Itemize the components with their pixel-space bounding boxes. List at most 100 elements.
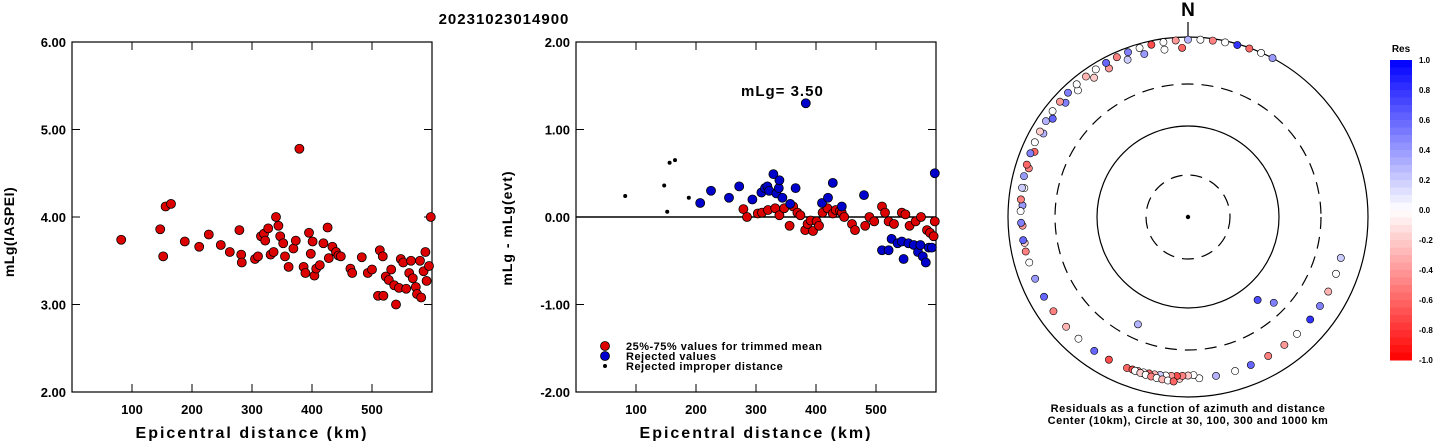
- data-point: [263, 223, 274, 234]
- station-marker: [1178, 43, 1186, 52]
- figure-title: 20231023014900: [439, 11, 570, 28]
- colorbar-cell: [1390, 157, 1412, 166]
- data-point-accepted: [869, 216, 880, 227]
- colorbar-tick-label: -0.6: [1419, 296, 1433, 305]
- data-point-accepted: [814, 220, 824, 231]
- station-marker: [1332, 269, 1340, 278]
- data-point: [415, 255, 425, 266]
- magnitude-annotation: mLg= 3.50: [741, 83, 824, 100]
- circle-100km: [1096, 125, 1280, 309]
- colorbar-cell: [1390, 112, 1412, 121]
- data-point-accepted: [839, 212, 850, 222]
- station-marker: [1074, 334, 1083, 343]
- colorbar-cell: [1390, 300, 1412, 308]
- station-marker: [1064, 88, 1072, 97]
- data-point: [215, 240, 226, 250]
- station-marker: [1135, 44, 1144, 52]
- colorbar-cell: [1390, 60, 1412, 68]
- legend-label-accepted: 25%-75% values for trimmed mean: [626, 341, 822, 353]
- data-point: [300, 268, 311, 278]
- colorbar-cell: [1390, 180, 1412, 188]
- data-point: [391, 299, 401, 310]
- station-markers: [1016, 35, 1345, 386]
- data-point-accepted: [880, 207, 890, 218]
- data-point: [283, 261, 294, 272]
- station-marker: [1017, 195, 1025, 204]
- station-marker: [1324, 287, 1333, 296]
- station-marker: [1246, 361, 1255, 369]
- colorbar-cell: [1390, 82, 1412, 91]
- colorbar-cell: [1390, 187, 1412, 196]
- station-marker: [1336, 254, 1345, 262]
- north-label: N: [1181, 0, 1195, 21]
- data-point-rejected: [747, 194, 758, 205]
- colorbar-tick-label: -0.4: [1419, 266, 1433, 275]
- data-point-rejected: [734, 181, 745, 192]
- colorbar-cell: [1390, 195, 1412, 203]
- y-tick-labels: -2.00 -1.00 0.00 1.00 2.00: [540, 35, 936, 400]
- legend-label-improper: Rejected improper distance: [626, 361, 783, 373]
- station-marker: [1159, 38, 1168, 47]
- station-marker: [1221, 38, 1230, 47]
- data-point-rejected: [768, 169, 779, 180]
- data-point-rejected: [929, 168, 940, 179]
- station-marker: [1102, 59, 1110, 67]
- data-point-rejected: [898, 254, 909, 264]
- colorbar-cell: [1390, 210, 1412, 218]
- y-tick-label: 5.00: [41, 123, 66, 138]
- data-point: [367, 264, 377, 275]
- colorbar-tick-label: 0.4: [1419, 146, 1431, 155]
- y-tick-label: 3.00: [41, 298, 66, 313]
- colorbar-cell: [1390, 127, 1412, 136]
- station-marker: [1231, 367, 1239, 375]
- colorbar-cell: [1390, 217, 1412, 226]
- data-point-improper-distance: [667, 160, 672, 165]
- station-marker: [1040, 292, 1048, 301]
- data-points: [623, 98, 940, 268]
- data-point-rejected: [915, 240, 926, 250]
- station-marker: [1082, 72, 1090, 81]
- colorbar-cell: [1390, 240, 1412, 248]
- data-point-rejected: [823, 192, 833, 203]
- legend-label-rejected: Rejected values: [626, 351, 717, 363]
- colorbar-cell: [1390, 90, 1412, 98]
- legend: 25%-75% values for trimmed mean Rejected…: [600, 341, 822, 373]
- station-marker: [1016, 207, 1025, 216]
- data-point: [425, 212, 436, 222]
- data-point-improper-distance: [623, 194, 628, 198]
- data-point: [179, 236, 190, 247]
- plot-frame: [71, 41, 433, 393]
- data-point: [421, 275, 432, 286]
- x-axis-label: Epicentral distance (km): [136, 425, 369, 441]
- data-point: [322, 222, 333, 233]
- colorbar-tick-label: 0.2: [1419, 176, 1431, 185]
- colorbar-cell: [1390, 247, 1412, 256]
- station-marker: [1036, 127, 1044, 136]
- data-point-accepted: [889, 219, 899, 229]
- colorbar-cell: [1390, 150, 1412, 158]
- station-marker: [1030, 138, 1039, 147]
- station-marker: [1090, 73, 1098, 82]
- data-point-rejected: [706, 185, 716, 196]
- station-marker: [1049, 307, 1058, 316]
- station-marker: [1124, 48, 1132, 57]
- colorbar-title: Res: [1392, 44, 1411, 55]
- data-point-rejected: [836, 201, 847, 212]
- colorbar-tick-label: 1.0: [1419, 56, 1431, 65]
- station-marker: [1269, 298, 1278, 307]
- data-point-rejected: [777, 192, 788, 203]
- data-point-accepted: [850, 225, 860, 236]
- station-marker: [1048, 107, 1057, 116]
- data-point-accepted: [795, 210, 806, 221]
- data-point-rejected: [926, 242, 937, 253]
- data-point-improper-distance: [673, 158, 677, 163]
- colorbar-tick-label: -1.0: [1419, 356, 1433, 365]
- data-point: [194, 241, 205, 252]
- colorbar-cell: [1390, 97, 1412, 106]
- station-marker: [1140, 50, 1149, 58]
- data-point: [224, 247, 235, 257]
- data-point: [377, 251, 388, 262]
- station-marker: [1022, 160, 1031, 169]
- station-marker: [1123, 55, 1132, 64]
